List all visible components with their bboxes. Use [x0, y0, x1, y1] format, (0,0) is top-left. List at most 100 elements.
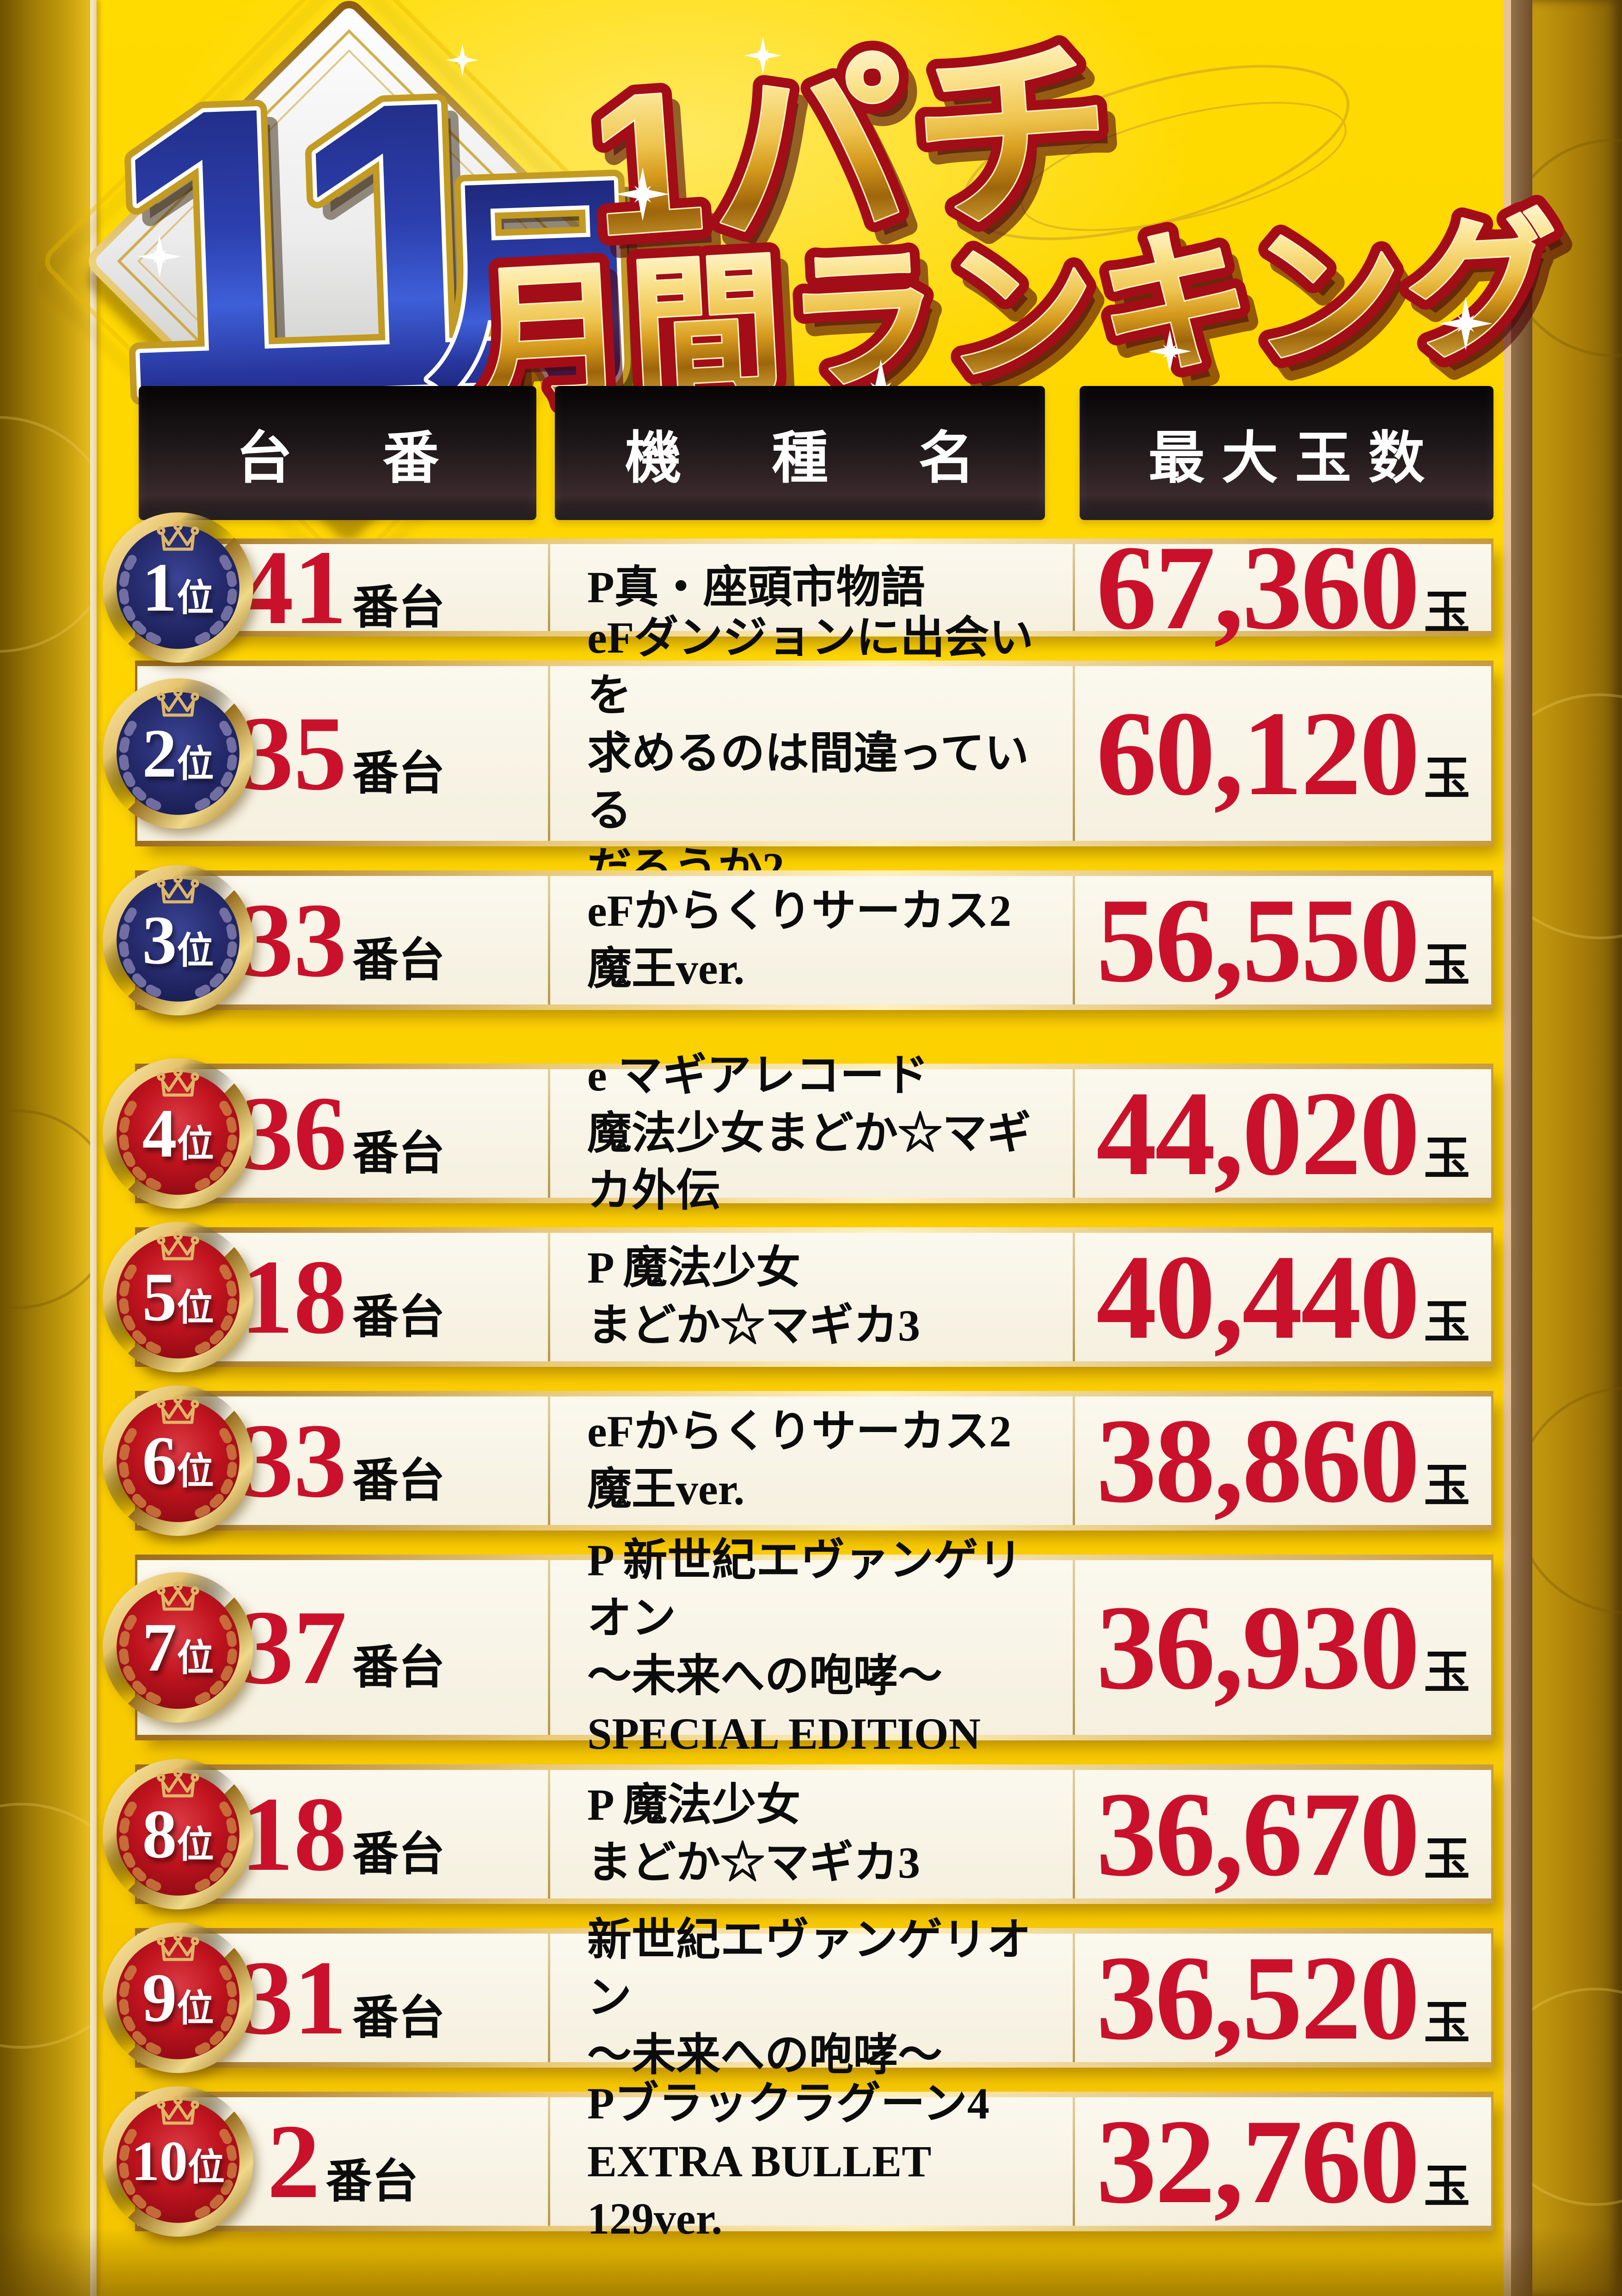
rank-number: 10: [131, 2130, 188, 2192]
machine-name-cell: eFからくりサーカス2 魔王ver.: [550, 1396, 1073, 1525]
machine-name-cell: P 新世紀エヴァンゲリオン ～未来への咆哮～ SPECIAL EDITION: [550, 1536, 1073, 1758]
laurel-wreath-icon: [119, 1260, 237, 1354]
machine-number: 31: [240, 1939, 347, 2057]
machine-name-cell: 新世紀エヴァンゲリオン ～未来への咆哮～: [550, 1915, 1073, 2080]
max-balls-cell: 67,360 玉: [1075, 527, 1491, 648]
machine-number: 36: [240, 1074, 347, 1192]
rank-label: 2 位: [101, 677, 255, 830]
machine-no-cell: 31 番台: [137, 1934, 548, 2062]
ranking-row: 3 位 33 番台 eFからくりサーカス2 魔王ver. 56,550 玉: [103, 865, 1493, 1016]
max-balls-cell: 38,860 玉: [1075, 1396, 1491, 1525]
machine-name-cell: P真・座頭市物語: [550, 544, 1073, 631]
column-divider: [1073, 1934, 1075, 2062]
balls-unit: 玉: [1424, 940, 1470, 991]
machine-no-cell: 33 番台: [137, 876, 548, 1004]
balls-unit: 玉: [1424, 1997, 1470, 2049]
column-divider: [548, 666, 550, 841]
rank-badge-graphic: [103, 1572, 253, 1723]
left-divider-line: [90, 0, 97, 2296]
machine-name: P 新世紀エヴァンゲリオン ～未来への咆哮～ SPECIAL EDITION: [587, 1536, 1023, 1758]
rank-badge-graphic: [103, 678, 253, 829]
laurel-wreath-icon: [119, 1096, 237, 1190]
max-balls-cell: 56,550 玉: [1075, 876, 1491, 1004]
column-divider: [1073, 544, 1075, 631]
max-balls-cell: 60,120 玉: [1075, 666, 1491, 841]
left-ornament-strip: [0, 0, 90, 2296]
svg-text:1パチ: 1パチ: [584, 20, 1126, 278]
rank-number: 7: [142, 1609, 177, 1686]
column-divider: [1073, 1560, 1075, 1735]
rank-label: 5 位: [101, 1220, 255, 1374]
rank-badge: 4 位: [101, 1057, 255, 1210]
rank-suffix: 位: [177, 1124, 214, 1165]
machine-no-cell: 18 番台: [137, 1770, 548, 1898]
rank-badge: 7 位: [101, 1571, 255, 1724]
header-label-max-balls: 最大玉数: [1148, 427, 1442, 490]
column-divider: [1073, 1069, 1075, 1198]
right-ornament-strip: [1532, 0, 1622, 2296]
machine-no-cell: 36 番台: [137, 1069, 548, 1198]
balls-count: 36,520: [1096, 1931, 1420, 2065]
max-balls-cell: 36,520 玉: [1075, 1934, 1491, 2062]
column-divider: [1073, 2097, 1075, 2226]
machine-number-unit: 番台: [352, 1992, 445, 2044]
rank-badge: 2 位: [101, 677, 255, 830]
rank-suffix: 位: [177, 1825, 214, 1866]
balls-count: 56,550: [1096, 873, 1420, 1007]
rank-label: 9 位: [101, 1921, 255, 2075]
balls-unit: 玉: [1424, 1834, 1470, 1885]
column-divider: [548, 544, 550, 631]
rank-badge: 1 位: [101, 511, 255, 664]
rank-label: 7 位: [101, 1571, 255, 1724]
ranking-table: 1 位 41 番台 P真・座頭市物語 67,360 玉: [103, 512, 1493, 2244]
machine-name: eFからくりサーカス2 魔王ver.: [587, 1407, 1012, 1514]
rank-badge: 6 位: [101, 1384, 255, 1537]
header-label-machine-no: 台 番: [236, 427, 456, 490]
ranking-row: 6 位 33 番台 eFからくりサーカス2 魔王ver. 38,860 玉: [103, 1385, 1493, 1536]
machine-name: P 魔法少女 まどか☆マギカ3: [587, 1243, 920, 1350]
machine-name-cell: Pブラックラグーン4 EXTRA BULLET 129ver.: [550, 2079, 1073, 2244]
laurel-wreath-icon: [119, 2125, 237, 2218]
max-balls-cell: 32,760 玉: [1075, 2097, 1491, 2226]
rank-badge: 3 位: [101, 863, 255, 1017]
rank-label: 4 位: [101, 1057, 255, 1210]
rank-badge: 9 位: [101, 1921, 255, 2075]
max-balls-cell: 36,930 玉: [1075, 1560, 1491, 1735]
machine-number-unit: 番台: [352, 1829, 445, 1880]
rank-suffix: 位: [177, 744, 214, 785]
rank-badge: 8 位: [101, 1757, 255, 1911]
ranking-row: 8 位 18 番台 P 魔法少女 まどか☆マギカ3 36,670 玉: [103, 1759, 1493, 1910]
svg-text:月: 月: [420, 155, 660, 422]
rank-number: 5: [142, 1259, 177, 1335]
machine-no-cell: 33 番台: [137, 1396, 548, 1525]
column-divider: [1073, 1396, 1075, 1525]
machine-number: 2: [267, 2102, 320, 2220]
machine-name-cell: P 魔法少女 まどか☆マギカ3: [550, 1233, 1073, 1361]
laurel-wreath-icon: [119, 1424, 237, 1518]
machine-name-cell: e マギアレコード 魔法少女まどか☆マギカ外伝: [550, 1051, 1073, 1216]
svg-text:1パチ: 1パチ: [584, 20, 1126, 278]
rank-badge-graphic: [103, 1222, 253, 1372]
column-divider: [548, 1069, 550, 1198]
laurel-wreath-icon: [119, 903, 237, 997]
machine-name: e マギアレコード 魔法少女まどか☆マギカ外伝: [587, 1050, 1031, 1216]
rank-number: 8: [142, 1796, 177, 1873]
machine-name: Pブラックラグーン4 EXTRA BULLET 129ver.: [587, 2078, 989, 2244]
balls-unit: 玉: [1424, 2161, 1470, 2212]
ranking-row: 1 位 41 番台 P真・座頭市物語 67,360 玉: [103, 512, 1493, 663]
header-bar-machine-name: 機 種 名: [555, 386, 1045, 520]
ranking-row: 2 位 35 番台 eFダンジョンに出会いを 求めるのは間違っている だろうか2…: [103, 613, 1493, 893]
machine-name: eFダンジョンに出会いを 求めるのは間違っている だろうか2: [587, 613, 1034, 894]
rank-number: 4: [142, 1095, 177, 1172]
column-divider: [548, 1770, 550, 1898]
machine-number-unit: 番台: [352, 1292, 445, 1343]
right-divider-line: [1504, 0, 1511, 2296]
balls-unit: 玉: [1424, 587, 1470, 638]
balls-count: 60,120: [1096, 686, 1420, 820]
machine-name: eFからくりサーカス2 魔王ver.: [587, 886, 1012, 993]
ranking-row: 10 位 2 番台 Pブラックラグーン4 EXTRA BULLET 129ver…: [103, 2079, 1493, 2244]
rank-suffix: 位: [177, 578, 214, 619]
laurel-wreath-icon: [119, 1610, 237, 1704]
laurel-wreath-icon: [119, 551, 237, 644]
column-divider: [1073, 666, 1075, 841]
